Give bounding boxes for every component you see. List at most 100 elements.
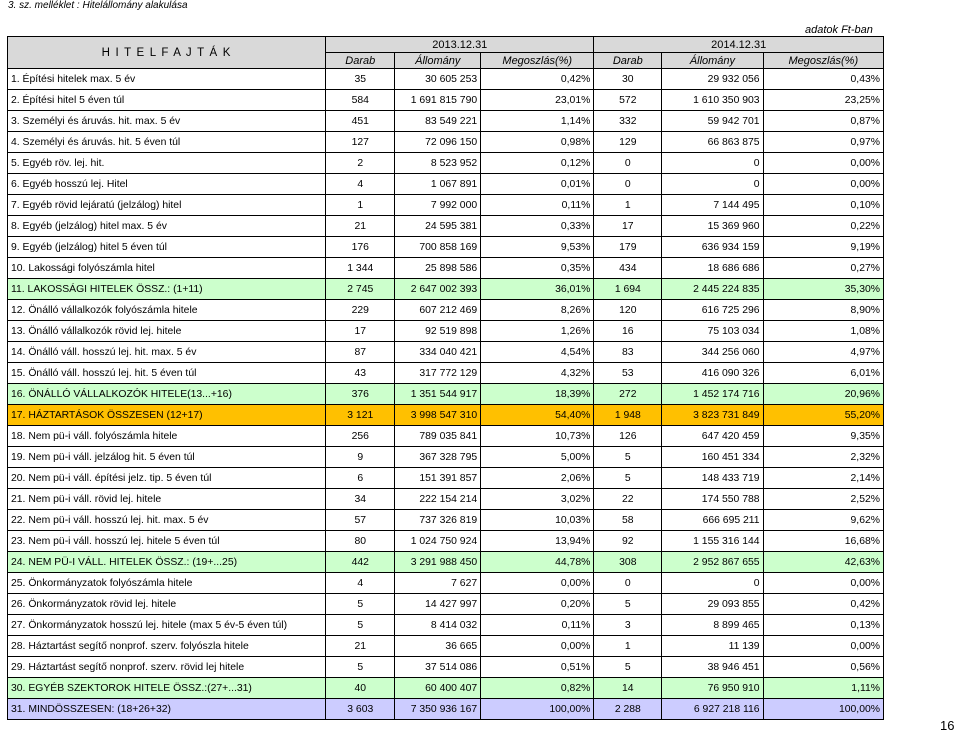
table-row: 7. Egyéb rövid lejáratú (jelzálog) hitel… (6, 194, 885, 216)
count-2013: 1 (325, 194, 396, 216)
balance-2013: 37 514 086 (394, 656, 482, 678)
share-2013: 3,02% (480, 488, 595, 510)
balance-2013: 1 067 891 (394, 173, 482, 195)
share-2014: 2,52% (762, 488, 885, 510)
balance-2014: 636 934 159 (661, 236, 764, 258)
count-2014: 92 (593, 530, 663, 552)
count-2014: 179 (593, 236, 663, 258)
share-2013: 0,01% (480, 173, 595, 195)
balance-2014: 2 445 224 835 (661, 278, 764, 300)
page-number: 16 (940, 718, 955, 733)
balance-2013: 317 772 129 (394, 362, 482, 384)
row-label: 20. Nem pü-i váll. építési jelz. tip. 5 … (6, 467, 327, 489)
share-2014: 0,00% (762, 173, 885, 195)
share-2014: 0,00% (762, 152, 885, 174)
table-row: 16. ÖNÁLLÓ VÁLLALKOZÓK HITELE(13...+16) 3… (6, 383, 885, 405)
row-label: 28. Háztartást segítő nonprof. szerv. fo… (6, 635, 327, 657)
balance-2013: 7 350 936 167 (394, 698, 482, 720)
count-2013: 5 (325, 593, 396, 615)
balance-2014: 59 942 701 (661, 110, 764, 132)
balance-2014: 1 452 174 716 (661, 383, 764, 405)
header-year-2013: 2013.12.31 (325, 36, 595, 53)
count-2013: 80 (325, 530, 396, 552)
share-2013: 10,03% (480, 509, 595, 531)
count-2014: 0 (593, 572, 663, 594)
balance-2014: 160 451 334 (661, 446, 764, 468)
count-2014: 22 (593, 488, 663, 510)
balance-2013: 8 414 032 (394, 614, 482, 636)
count-2014: 0 (593, 152, 663, 174)
row-label: 4. Személyi és áruvás. hit. 5 éven túl (6, 131, 327, 153)
row-label: 24. NEM PÜ-I VÁLL. HITELEK ÖSSZ.: (19+..… (6, 551, 327, 573)
count-2013: 2 (325, 152, 396, 174)
row-label: 15. Önálló váll. hosszú lej. hit. 5 éven… (6, 362, 327, 384)
share-2013: 0,11% (480, 614, 595, 636)
balance-2014: 1 610 350 903 (661, 89, 764, 111)
balance-2013: 2 647 002 393 (394, 278, 482, 300)
row-label: 10. Lakossági folyószámla hitel (6, 257, 327, 279)
share-2013: 0,00% (480, 635, 595, 657)
row-label: 5. Egyéb röv. lej. hit. (6, 152, 327, 174)
count-2014: 5 (593, 593, 663, 615)
row-label: 16. ÖNÁLLÓ VÁLLALKOZÓK HITELE(13...+16) (6, 383, 327, 405)
count-2013: 3 121 (325, 404, 396, 426)
count-2014: 2 288 (593, 698, 663, 720)
header-count-2014: Darab (593, 52, 663, 69)
count-2013: 87 (325, 341, 396, 363)
share-2014: 16,68% (762, 530, 885, 552)
table-row: 1. Építési hitelek max. 5 év 35 30 605 253… (6, 68, 885, 90)
share-2013: 0,33% (480, 215, 595, 237)
count-2013: 6 (325, 467, 396, 489)
share-2013: 18,39% (480, 383, 595, 405)
count-2013: 21 (325, 215, 396, 237)
header-share-2013: Megoszlás(%) (480, 52, 595, 69)
share-2014: 55,20% (762, 404, 885, 426)
table-row: 2. Építési hitel 5 éven túl 584 1 691 815 … (6, 89, 885, 111)
row-label: 17. HÁZTARTÁSOK ÖSSZESEN (12+17) (6, 404, 327, 426)
balance-2014: 11 139 (661, 635, 764, 657)
balance-2013: 789 035 841 (394, 425, 482, 447)
count-2014: 17 (593, 215, 663, 237)
balance-2014: 76 950 910 (661, 677, 764, 699)
table-row: 10. Lakossági folyószámla hitel 1 344 25 8… (6, 257, 885, 279)
balance-2014: 29 093 855 (661, 593, 764, 615)
count-2014: 83 (593, 341, 663, 363)
share-2013: 9,53% (480, 236, 595, 258)
count-2014: 5 (593, 467, 663, 489)
balance-2014: 18 686 686 (661, 257, 764, 279)
count-2013: 376 (325, 383, 396, 405)
row-label: 22. Nem pü-i váll. hosszú lej. hit. max.… (6, 509, 327, 531)
balance-2014: 666 695 211 (661, 509, 764, 531)
balance-2014: 7 144 495 (661, 194, 764, 216)
row-label: 30. EGYÉB SZEKTOROK HITELE ÖSSZ.:(27+...… (6, 677, 327, 699)
table-row: 21. Nem pü-i váll. rövid lej. hitele 34 22… (6, 488, 885, 510)
count-2013: 9 (325, 446, 396, 468)
balance-2013: 36 665 (394, 635, 482, 657)
header-balance-2014: Állomány (661, 52, 764, 69)
balance-2013: 367 328 795 (394, 446, 482, 468)
count-2014: 53 (593, 362, 663, 384)
share-2013: 4,54% (480, 341, 595, 363)
share-2014: 9,35% (762, 425, 885, 447)
share-2014: 2,14% (762, 467, 885, 489)
balance-2013: 737 326 819 (394, 509, 482, 531)
balance-2013: 30 605 253 (394, 68, 482, 90)
header-balance-2013: Állomány (394, 52, 482, 69)
share-2013: 54,40% (480, 404, 595, 426)
header-row-subcolumns: Darab Állomány Megoszlás(%) Darab Állomá… (8, 52, 885, 69)
share-2013: 36,01% (480, 278, 595, 300)
count-2013: 43 (325, 362, 396, 384)
table-row: 8. Egyéb (jelzálog) hitel max. 5 év 21 24 … (6, 215, 885, 237)
table-row: 4. Személyi és áruvás. hit. 5 éven túl 12… (6, 131, 885, 153)
page-caption: 3. sz. melléklet : Hitelállomány alakulá… (8, 0, 188, 11)
table-row: 13. Önálló vállalkozók rövid lej. hitele… (6, 320, 885, 342)
balance-2013: 24 595 381 (394, 215, 482, 237)
balance-2013: 334 040 421 (394, 341, 482, 363)
count-2013: 57 (325, 509, 396, 531)
count-2014: 308 (593, 551, 663, 573)
count-2013: 442 (325, 551, 396, 573)
share-2013: 44,78% (480, 551, 595, 573)
share-2013: 5,00% (480, 446, 595, 468)
count-2013: 4 (325, 572, 396, 594)
count-2013: 176 (325, 236, 396, 258)
